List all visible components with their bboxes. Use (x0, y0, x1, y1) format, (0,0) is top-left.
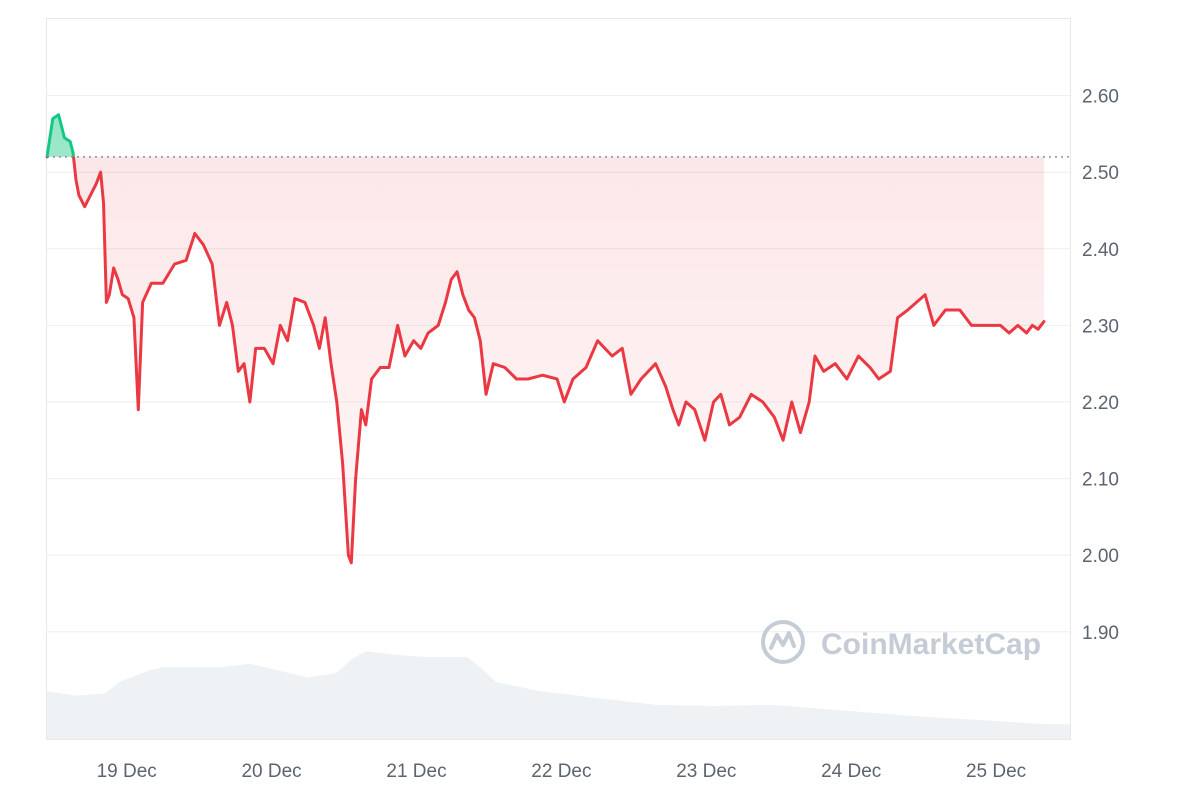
y-tick-label: 2.10 (1082, 470, 1119, 491)
price-line-below (45, 156, 1046, 565)
x-tick-label: 21 Dec (386, 761, 446, 782)
x-tick-label: 19 Dec (97, 761, 157, 782)
y-tick-label: 2.60 (1082, 87, 1119, 108)
price-fill (47, 114, 1044, 563)
y-tick-label: 2.30 (1082, 316, 1119, 337)
y-tick-label: 2.00 (1082, 546, 1119, 567)
y-tick-label: 2.20 (1082, 393, 1119, 414)
x-tick-label: 24 Dec (821, 761, 881, 782)
y-tick-label: 2.50 (1082, 163, 1119, 184)
x-tick-label: 22 Dec (531, 761, 591, 782)
volume-area (47, 651, 1070, 739)
y-tick-label: 2.40 (1082, 240, 1119, 261)
price-line (45, 113, 1046, 565)
y-axis-ticks: 1.90 2.00 2.10 2.20 2.30 2.40 2.50 2.60 (1082, 87, 1119, 644)
y-tick-label: 1.90 (1082, 623, 1119, 644)
watermark-text: CoinMarketCap (821, 628, 1041, 661)
coinmarketcap-logo-icon (761, 620, 805, 664)
gridlines (47, 95, 1070, 633)
plot-border (46, 18, 1071, 740)
x-tick-label: 20 Dec (241, 761, 301, 782)
watermark: CoinMarketCap (761, 620, 1041, 664)
price-fill-below (73, 156, 1044, 563)
volume-area-path (47, 651, 1070, 739)
x-axis-ticks: 19 Dec 20 Dec 21 Dec 22 Dec 23 Dec 24 Dec 25 D… (97, 761, 1027, 782)
x-tick-label: 23 Dec (676, 761, 736, 782)
x-tick-label: 25 Dec (966, 761, 1026, 782)
